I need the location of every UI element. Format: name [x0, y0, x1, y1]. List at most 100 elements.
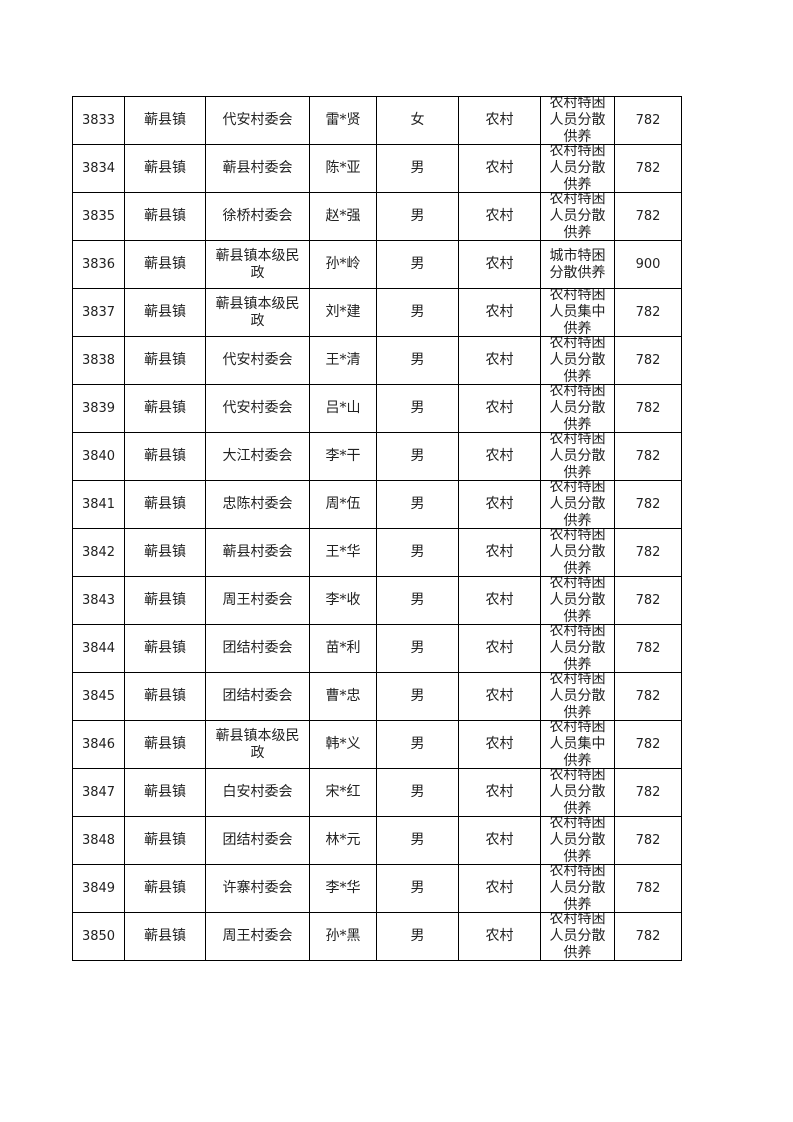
table-cell: 王*清 [309, 336, 377, 385]
town: 蕲县镇 [144, 640, 186, 656]
amount: 782 [635, 161, 661, 176]
table-cell: 大江村委会 [205, 432, 310, 481]
amount: 782 [635, 689, 661, 704]
table-cell: 韩*义 [309, 720, 377, 769]
table-cell: 农村特困人员集中供养 [540, 288, 615, 337]
table-cell: 男 [376, 144, 459, 193]
aid-type: 农村特困人员分散供养 [549, 145, 606, 192]
area: 农村 [485, 880, 514, 896]
amount: 782 [635, 929, 661, 944]
village: 代安村委会 [222, 352, 293, 368]
village: 忠陈村委会 [222, 496, 293, 512]
record-id: 3850 [81, 929, 116, 944]
person-name: 苗*利 [325, 640, 361, 656]
table-cell: 3835 [72, 192, 125, 241]
gender: 男 [410, 400, 425, 416]
table-row: 3837 蕲县镇 蕲县镇本级民政 刘*建 男 农村 农村特困人员集中供养 782 [72, 288, 682, 337]
table-cell: 3842 [72, 528, 125, 577]
table-cell: 女 [376, 96, 459, 145]
table-cell: 3840 [72, 432, 125, 481]
table-cell: 周王村委会 [205, 912, 310, 961]
table-cell: 农村 [458, 192, 541, 241]
table-cell: 男 [376, 432, 459, 481]
table-cell: 蕲县镇本级民政 [205, 240, 310, 289]
town: 蕲县镇 [144, 880, 186, 896]
aid-type: 农村特困人员分散供养 [549, 433, 606, 480]
table-cell: 农村 [458, 96, 541, 145]
gender: 男 [410, 208, 425, 224]
town: 蕲县镇 [144, 112, 186, 128]
town: 蕲县镇 [144, 304, 186, 320]
table-cell: 782 [614, 912, 682, 961]
record-id: 3846 [81, 737, 116, 752]
table-cell: 农村 [458, 480, 541, 529]
person-name: 陈*亚 [325, 160, 361, 176]
table-cell: 782 [614, 720, 682, 769]
table-cell: 男 [376, 720, 459, 769]
table-cell: 蕲县村委会 [205, 144, 310, 193]
area: 农村 [485, 160, 514, 176]
table-cell: 782 [614, 192, 682, 241]
table-cell: 蕲县镇 [124, 624, 206, 673]
town: 蕲县镇 [144, 208, 186, 224]
aid-type: 农村特困人员分散供养 [549, 673, 606, 720]
town: 蕲县镇 [144, 160, 186, 176]
town: 蕲县镇 [144, 256, 186, 272]
table-row: 3849 蕲县镇 许寨村委会 李*华 男 农村 农村特困人员分散供养 782 [72, 864, 682, 913]
table-cell: 农村特困人员分散供养 [540, 768, 615, 817]
table-row: 3841 蕲县镇 忠陈村委会 周*伍 男 农村 农村特困人员分散供养 782 [72, 480, 682, 529]
person-name: 孙*岭 [325, 256, 361, 272]
table-cell: 蕲县镇 [124, 528, 206, 577]
gender: 男 [410, 256, 425, 272]
table-cell: 蕲县镇 [124, 672, 206, 721]
table-cell: 蕲县镇本级民政 [205, 288, 310, 337]
area: 农村 [485, 112, 514, 128]
table-cell: 农村 [458, 240, 541, 289]
table-cell: 团结村委会 [205, 624, 310, 673]
aid-type: 城市特困分散供养 [549, 247, 606, 281]
table-cell: 782 [614, 384, 682, 433]
table-cell: 3843 [72, 576, 125, 625]
table-cell: 3837 [72, 288, 125, 337]
table-cell: 团结村委会 [205, 816, 310, 865]
table-cell: 3833 [72, 96, 125, 145]
aid-type: 农村特困人员分散供养 [549, 913, 606, 960]
gender: 男 [410, 928, 425, 944]
table-cell: 农村 [458, 816, 541, 865]
amount: 782 [635, 497, 661, 512]
area: 农村 [485, 736, 514, 752]
table-cell: 782 [614, 768, 682, 817]
gender: 男 [410, 736, 425, 752]
table-row: 3838 蕲县镇 代安村委会 王*清 男 农村 农村特困人员分散供养 782 [72, 336, 682, 385]
table-row: 3836 蕲县镇 蕲县镇本级民政 孙*岭 男 农村 城市特困分散供养 900 [72, 240, 682, 289]
table-cell: 陈*亚 [309, 144, 377, 193]
table-cell: 代安村委会 [205, 96, 310, 145]
person-name: 雷*贤 [325, 112, 361, 128]
amount: 782 [635, 401, 661, 416]
record-id: 3849 [81, 881, 116, 896]
village: 代安村委会 [222, 400, 293, 416]
area: 农村 [485, 592, 514, 608]
table-cell: 男 [376, 912, 459, 961]
table-row: 3845 蕲县镇 团结村委会 曹*忠 男 农村 农村特困人员分散供养 782 [72, 672, 682, 721]
amount: 782 [635, 593, 661, 608]
table-cell: 蕲县镇 [124, 384, 206, 433]
aid-type: 农村特困人员集中供养 [549, 289, 606, 336]
table-cell: 农村 [458, 864, 541, 913]
amount: 782 [635, 785, 661, 800]
table-cell: 农村 [458, 528, 541, 577]
village: 周王村委会 [222, 928, 293, 944]
table-row: 3848 蕲县镇 团结村委会 林*元 男 农村 农村特困人员分散供养 782 [72, 816, 682, 865]
aid-type: 农村特困人员分散供养 [549, 625, 606, 672]
table-cell: 蕲县镇 [124, 912, 206, 961]
table-cell: 蕲县镇 [124, 96, 206, 145]
aid-type: 农村特困人员分散供养 [549, 529, 606, 576]
table-cell: 蕲县镇 [124, 576, 206, 625]
village: 许寨村委会 [222, 880, 293, 896]
table-cell: 孙*黑 [309, 912, 377, 961]
person-name: 宋*红 [325, 784, 361, 800]
gender: 男 [410, 880, 425, 896]
gender: 男 [410, 160, 425, 176]
table-cell: 3847 [72, 768, 125, 817]
village: 团结村委会 [222, 832, 293, 848]
